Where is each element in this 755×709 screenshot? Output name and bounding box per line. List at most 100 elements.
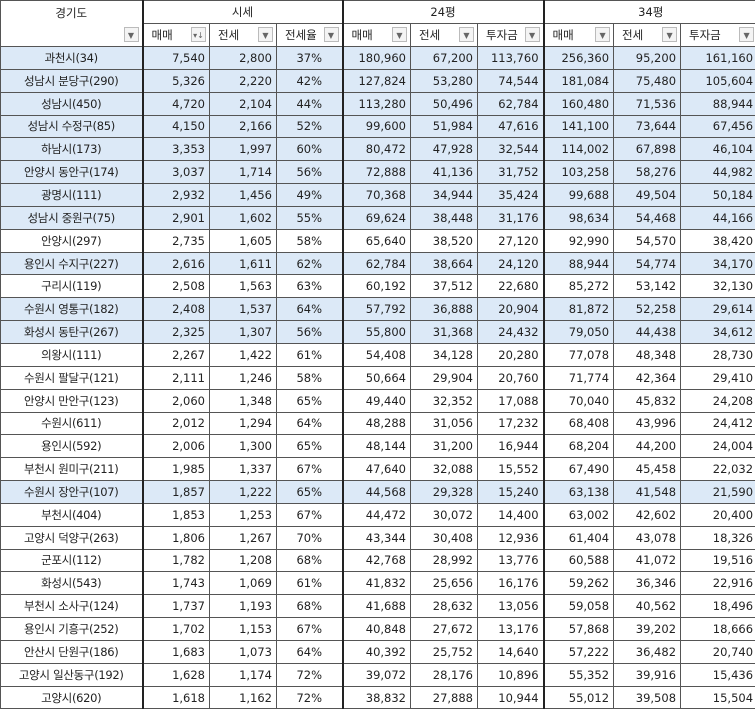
table-row[interactable]: 화성시(543) 1,743 1,069 61% 41,832 25,656 16,176 5… (0, 571, 755, 596)
value-cell-7[interactable]: 42,602 (613, 502, 682, 527)
value-cell-0[interactable]: 3,353 (142, 137, 210, 162)
value-cell-2[interactable]: 67% (276, 457, 344, 482)
value-cell-4[interactable]: 50,496 (410, 91, 478, 116)
value-cell-5[interactable]: 47,616 (476, 114, 545, 139)
value-cell-3[interactable]: 50,664 (342, 365, 411, 390)
value-cell-1[interactable]: 1,162 (209, 685, 277, 709)
value-cell-8[interactable]: 67,456 (680, 114, 755, 139)
table-row[interactable]: 군포시(112) 1,782 1,208 68% 42,768 28,992 13,776 6… (0, 548, 755, 573)
value-cell-2[interactable]: 68% (276, 548, 344, 573)
value-cell-8[interactable]: 161,160 (680, 46, 755, 70)
value-cell-1[interactable]: 1,300 (209, 434, 277, 459)
region-name-cell[interactable]: 광명시(111) (0, 183, 144, 207)
value-cell-1[interactable]: 1,208 (209, 548, 277, 573)
value-cell-3[interactable]: 70,368 (342, 183, 411, 207)
value-cell-6[interactable]: 99,688 (543, 183, 615, 207)
region-name-cell[interactable]: 성남시 수정구(85) (0, 114, 144, 139)
value-cell-0[interactable]: 5,326 (142, 68, 210, 93)
value-cell-5[interactable]: 15,552 (476, 457, 545, 482)
table-row[interactable]: 과천시(34) 7,540 2,800 37% 180,960 67,200 113,760… (0, 46, 755, 70)
value-cell-8[interactable]: 20,740 (680, 639, 755, 664)
value-cell-6[interactable]: 55,352 (543, 662, 615, 687)
value-cell-1[interactable]: 2,800 (209, 46, 277, 70)
value-cell-4[interactable]: 29,328 (410, 480, 478, 504)
value-cell-6[interactable]: 256,360 (543, 46, 615, 70)
value-cell-8[interactable]: 50,184 (680, 183, 755, 207)
value-cell-1[interactable]: 1,246 (209, 365, 277, 390)
value-cell-1[interactable]: 1,337 (209, 457, 277, 482)
table-row[interactable]: 수원시(611) 2,012 1,294 64% 48,288 31,056 17,232 6… (0, 411, 755, 436)
value-cell-0[interactable]: 2,408 (142, 297, 210, 322)
value-cell-6[interactable]: 63,002 (543, 502, 615, 527)
value-cell-3[interactable]: 180,960 (342, 46, 411, 70)
value-cell-7[interactable]: 43,996 (613, 411, 682, 436)
value-cell-8[interactable]: 88,944 (680, 91, 755, 116)
value-cell-7[interactable]: 43,078 (613, 525, 682, 550)
value-cell-5[interactable]: 12,936 (476, 525, 545, 550)
value-cell-4[interactable]: 32,088 (410, 457, 478, 482)
value-cell-0[interactable]: 4,150 (142, 114, 210, 139)
value-cell-4[interactable]: 36,888 (410, 297, 478, 322)
table-row[interactable]: 하남시(173) 3,353 1,997 60% 80,472 47,928 32,544 1… (0, 137, 755, 162)
value-cell-4[interactable]: 27,888 (410, 685, 478, 709)
value-cell-2[interactable]: 60% (276, 137, 344, 162)
value-cell-0[interactable]: 2,616 (142, 251, 210, 276)
value-cell-2[interactable]: 64% (276, 411, 344, 436)
value-cell-4[interactable]: 30,408 (410, 525, 478, 550)
value-cell-3[interactable]: 65,640 (342, 228, 411, 253)
value-cell-2[interactable]: 61% (276, 342, 344, 367)
region-name-cell[interactable]: 안양시(297) (0, 228, 144, 253)
value-cell-7[interactable]: 54,570 (613, 228, 682, 253)
value-cell-8[interactable]: 24,412 (680, 411, 755, 436)
value-cell-4[interactable]: 25,656 (410, 571, 478, 596)
table-row[interactable]: 부천시 소사구(124) 1,737 1,193 68% 41,688 28,632 13,… (0, 594, 755, 619)
value-cell-1[interactable]: 1,537 (209, 297, 277, 322)
value-cell-0[interactable]: 1,737 (142, 594, 210, 619)
value-cell-2[interactable]: 56% (276, 320, 344, 344)
value-cell-6[interactable]: 103,258 (543, 160, 615, 185)
value-cell-7[interactable]: 45,832 (613, 388, 682, 413)
value-cell-2[interactable]: 72% (276, 662, 344, 687)
value-cell-1[interactable]: 1,253 (209, 502, 277, 527)
value-cell-8[interactable]: 24,208 (680, 388, 755, 413)
dropdown-arrow-icon[interactable]: ▼ (323, 27, 339, 42)
value-cell-3[interactable]: 69,624 (342, 205, 411, 230)
value-cell-1[interactable]: 2,104 (209, 91, 277, 116)
value-cell-3[interactable]: 47,640 (342, 457, 411, 482)
value-cell-6[interactable]: 70,040 (543, 388, 615, 413)
value-cell-2[interactable]: 62% (276, 251, 344, 276)
value-cell-5[interactable]: 113,760 (476, 46, 545, 70)
value-cell-6[interactable]: 67,490 (543, 457, 615, 482)
value-cell-3[interactable]: 44,568 (342, 480, 411, 504)
value-cell-8[interactable]: 34,612 (680, 320, 755, 344)
value-cell-5[interactable]: 24,432 (476, 320, 545, 344)
table-row[interactable]: 구리시(119) 2,508 1,563 63% 60,192 37,512 22,680 8… (0, 274, 755, 299)
value-cell-5[interactable]: 24,120 (476, 251, 545, 276)
value-cell-1[interactable]: 1,997 (209, 137, 277, 162)
value-cell-5[interactable]: 32,544 (476, 137, 545, 162)
value-cell-1[interactable]: 1,348 (209, 388, 277, 413)
table-row[interactable]: 성남시 수정구(85) 4,150 2,166 52% 99,600 51,984 47,6… (0, 114, 755, 139)
value-cell-4[interactable]: 38,520 (410, 228, 478, 253)
region-name-cell[interactable]: 수원시 장안구(107) (0, 480, 144, 504)
value-cell-2[interactable]: 65% (276, 434, 344, 459)
value-cell-7[interactable]: 75,480 (613, 68, 682, 93)
region-name-cell[interactable]: 성남시 중원구(75) (0, 205, 144, 230)
value-cell-7[interactable]: 58,276 (613, 160, 682, 185)
value-cell-0[interactable]: 3,037 (142, 160, 210, 185)
value-cell-3[interactable]: 99,600 (342, 114, 411, 139)
table-row[interactable]: 광명시(111) 2,932 1,456 49% 70,368 34,944 35,424 9… (0, 183, 755, 207)
value-cell-8[interactable]: 28,730 (680, 342, 755, 367)
region-name-cell[interactable]: 화성시 동탄구(267) (0, 320, 144, 344)
region-name-cell[interactable]: 용인시 기흥구(252) (0, 617, 144, 641)
value-cell-0[interactable]: 2,060 (142, 388, 210, 413)
value-cell-0[interactable]: 2,111 (142, 365, 210, 390)
value-cell-5[interactable]: 17,232 (476, 411, 545, 436)
table-row[interactable]: 성남시(450) 4,720 2,104 44% 113,280 50,496 62,784… (0, 91, 755, 116)
value-cell-4[interactable]: 31,368 (410, 320, 478, 344)
value-cell-2[interactable]: 64% (276, 639, 344, 664)
value-cell-3[interactable]: 43,344 (342, 525, 411, 550)
value-cell-1[interactable]: 1,602 (209, 205, 277, 230)
value-cell-8[interactable]: 18,666 (680, 617, 755, 641)
value-cell-6[interactable]: 59,262 (543, 571, 615, 596)
